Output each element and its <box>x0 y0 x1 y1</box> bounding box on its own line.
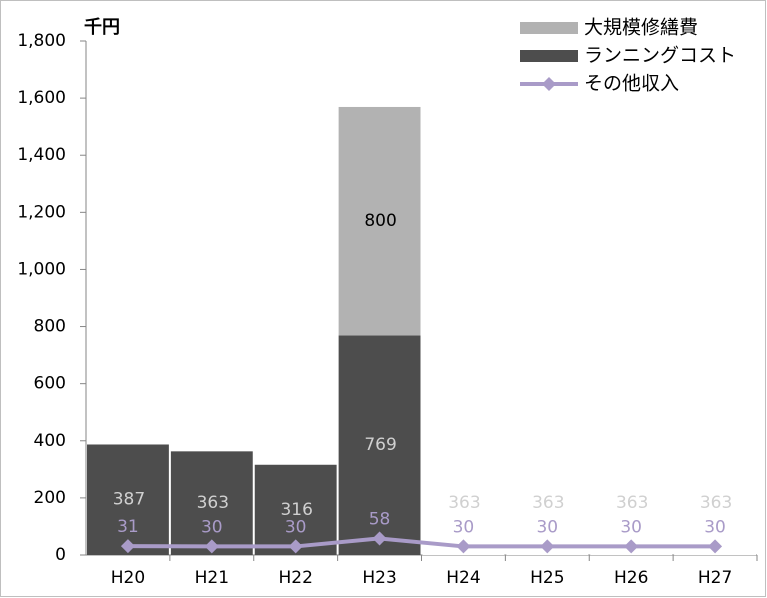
data-label: 31 <box>117 517 139 537</box>
unit-label: 千円 <box>84 17 120 38</box>
y-tick-label: 1,400 <box>17 145 66 165</box>
x-tick-label: H23 <box>362 568 396 588</box>
y-tick-label: 600 <box>34 374 66 394</box>
marker <box>708 539 723 554</box>
data-label: 30 <box>704 517 726 537</box>
data-label: 30 <box>620 517 642 537</box>
data-label: 30 <box>285 517 307 537</box>
marker <box>288 539 303 554</box>
x-tick-label: H20 <box>111 568 145 588</box>
y-tick-label: 200 <box>34 488 66 508</box>
bar <box>422 451 505 555</box>
data-label: 363 <box>532 493 564 513</box>
data-label: 363 <box>448 493 480 513</box>
legend-label: 大規模修繕費 <box>584 17 698 39</box>
y-tick-label: 1,600 <box>17 88 66 108</box>
data-label: 316 <box>280 500 312 520</box>
y-tick-label: 0 <box>55 545 66 565</box>
y-tick-label: 1,800 <box>17 31 66 51</box>
y-tick-label: 1,000 <box>17 259 66 279</box>
y-tick-label: 400 <box>34 431 66 451</box>
x-tick-label: H27 <box>698 568 732 588</box>
marker <box>372 531 387 546</box>
legend-swatch <box>542 77 556 91</box>
data-label: 30 <box>536 517 558 537</box>
data-label: 58 <box>369 509 391 529</box>
data-label: 387 <box>113 490 145 510</box>
bar <box>590 451 673 555</box>
bar <box>338 106 421 336</box>
data-label: 363 <box>700 493 732 513</box>
data-label: 363 <box>616 493 648 513</box>
bar <box>87 444 169 555</box>
bar <box>506 451 589 555</box>
marker <box>624 539 639 554</box>
marker <box>204 539 219 554</box>
x-tick-label: H22 <box>278 568 312 588</box>
bar <box>674 451 756 555</box>
legend-label: ランニングコスト <box>584 45 736 67</box>
bar <box>338 335 421 555</box>
legend-label: その他収入 <box>584 73 679 95</box>
legend-swatch <box>520 50 578 62</box>
data-label: 30 <box>453 517 475 537</box>
data-label: 30 <box>201 517 223 537</box>
x-tick-label: H21 <box>195 568 229 588</box>
data-label: 769 <box>364 435 396 455</box>
marker <box>540 539 555 554</box>
x-tick-label: H26 <box>614 568 648 588</box>
x-tick-label: H24 <box>446 568 480 588</box>
x-tick-label: H25 <box>530 568 564 588</box>
bar <box>170 451 253 555</box>
legend-swatch <box>520 22 578 34</box>
marker <box>120 539 135 554</box>
data-label: 363 <box>197 493 229 513</box>
marker <box>456 539 471 554</box>
data-label: 800 <box>364 211 396 231</box>
line <box>127 536 716 549</box>
y-tick-label: 800 <box>34 317 66 337</box>
y-tick-label: 1,200 <box>17 202 66 222</box>
